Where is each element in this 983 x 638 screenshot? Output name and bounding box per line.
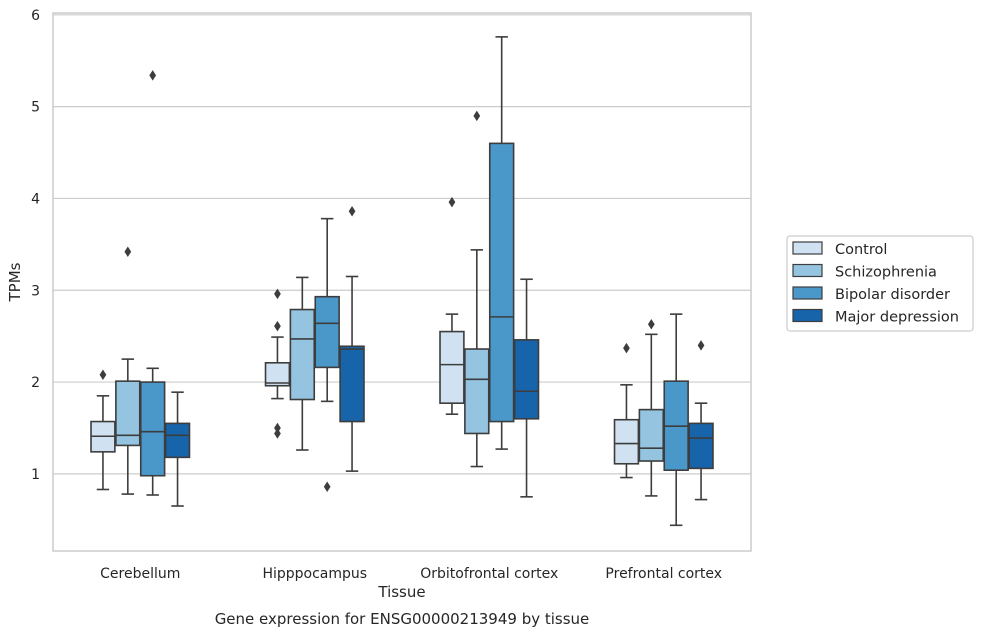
y-tick-label: 3 <box>31 283 40 299</box>
box-control <box>264 288 291 439</box>
x-axis-title: Tissue <box>377 583 425 601</box>
chart-caption: Gene expression for ENSG00000213949 by t… <box>215 610 590 628</box>
iqr-box <box>264 361 291 387</box>
box-control <box>613 342 640 479</box>
iqr-box <box>164 422 191 459</box>
x-tick-label: Orbitofrontal cortex <box>420 566 558 582</box>
iqr-box <box>513 339 540 420</box>
box-groups <box>90 36 714 527</box>
box-schizophrenia <box>638 318 665 497</box>
iqr-box <box>638 408 665 462</box>
outlier-point <box>99 369 107 380</box>
box-major-depression <box>339 206 365 472</box>
iqr-box <box>339 345 365 423</box>
outlier-point <box>124 246 132 257</box>
iqr-box <box>464 348 490 435</box>
y-axis-title: TPMs <box>6 262 24 302</box>
box-bipolar-disorder <box>488 36 515 450</box>
iqr-box <box>488 142 515 423</box>
y-tick-label: 5 <box>31 100 40 116</box>
x-tick-label: Hipppocampus <box>262 566 367 582</box>
legend: Control Schizophrenia Bipolar disorder Majo… <box>786 235 974 332</box>
x-tick-label: Prefrontal cortex <box>605 566 722 582</box>
outlier-point <box>348 206 356 217</box>
legend-swatch <box>792 263 823 278</box>
iqr-box <box>613 418 640 465</box>
iqr-box <box>439 330 465 404</box>
outlier-point <box>149 70 157 81</box>
outlier-point <box>623 342 630 354</box>
y-tick-label: 1 <box>31 467 40 483</box>
outlier-point <box>473 110 481 122</box>
outlier-point <box>697 340 705 351</box>
outlier-point <box>274 428 281 439</box>
outlier-point <box>274 288 281 300</box>
iqr-box <box>115 380 141 447</box>
y-axis-ticks: 1 2 3 4 5 6 <box>31 8 40 483</box>
grid-lines <box>53 14 751 475</box>
box-schizophrenia <box>289 276 316 451</box>
box-bipolar-disorder <box>314 217 340 492</box>
outlier-point <box>274 320 281 332</box>
y-tick-label: 2 <box>31 375 40 391</box>
plot-area-frame <box>52 12 752 552</box>
iqr-box <box>139 381 166 477</box>
outlier-point <box>274 422 281 434</box>
x-tick-label: Cerebellum <box>100 566 180 582</box>
legend-label: Bipolar disorder <box>835 287 950 303</box>
legend-swatch <box>792 241 823 255</box>
box-major-depression <box>513 278 540 498</box>
outlier-point <box>448 196 456 208</box>
outlier-point <box>647 318 655 330</box>
y-tick-label: 6 <box>31 8 40 24</box>
legend-label: Control <box>835 242 887 258</box>
box-control <box>439 196 465 416</box>
legend-frame <box>786 235 974 332</box>
box-bipolar-disorder <box>663 313 689 527</box>
box-schizophrenia <box>115 246 141 495</box>
legend-swatch <box>792 308 823 323</box>
x-axis-ticks: Cerebellum Hipppocampus Orbitofrontal cort… <box>100 566 722 582</box>
y-tick-label: 4 <box>31 191 40 207</box>
box-major-depression <box>164 391 191 507</box>
legend-label: Schizophrenia <box>835 265 937 281</box>
legend-swatch <box>792 286 823 300</box>
box-control <box>90 369 116 491</box>
legend-items: Control Schizophrenia Bipolar disorder Majo… <box>792 241 959 326</box>
legend-label: Major depression <box>835 310 959 326</box>
box-schizophrenia <box>464 110 490 468</box>
outlier-point <box>323 481 331 492</box>
box-major-depression <box>688 340 714 501</box>
box-bipolar-disorder <box>139 70 166 496</box>
iqr-box <box>688 422 714 470</box>
iqr-box <box>314 295 340 369</box>
iqr-box <box>289 308 316 401</box>
